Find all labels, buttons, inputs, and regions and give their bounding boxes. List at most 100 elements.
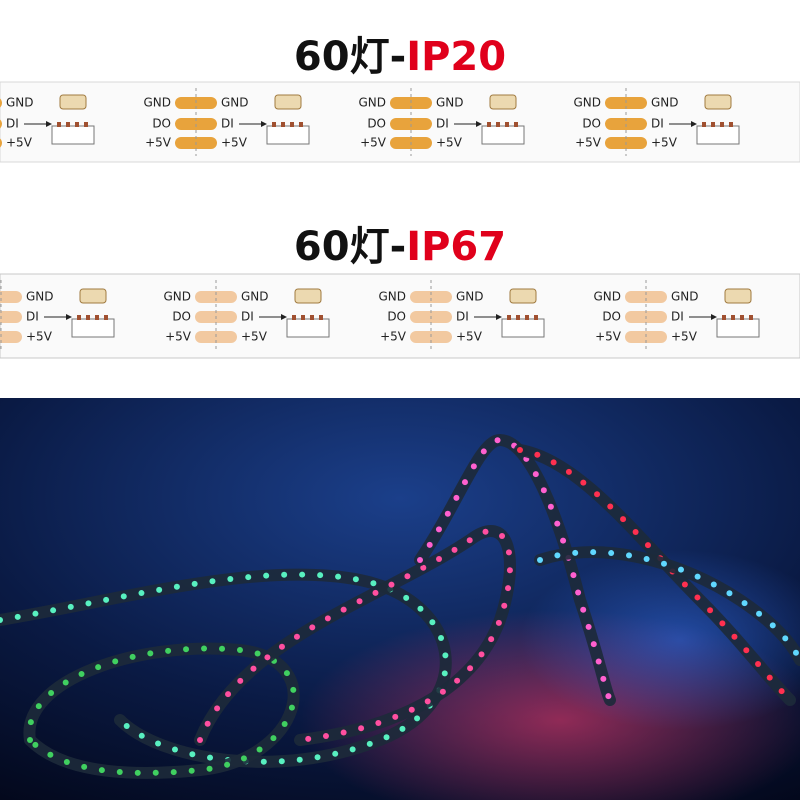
pad-label: GND: [436, 96, 464, 110]
chip-pin: [534, 315, 538, 320]
led-dot: [256, 746, 263, 753]
led-dot: [281, 571, 288, 578]
led-dot: [32, 741, 39, 748]
led-dot: [209, 578, 216, 585]
title-suffix: IP67: [406, 224, 506, 270]
led-dot: [540, 487, 547, 494]
arrow-head: [476, 121, 482, 127]
led-dot: [590, 549, 597, 556]
led-dot: [467, 665, 474, 672]
led-dot: [580, 479, 587, 486]
pad-label: DI: [456, 310, 469, 324]
led-dot: [98, 767, 105, 774]
led-dot: [537, 557, 543, 563]
led-dot: [293, 633, 300, 640]
led-dot: [250, 665, 257, 672]
led-chip: [51, 125, 95, 145]
pad-label: +5V: [165, 330, 192, 344]
led-dot: [417, 605, 424, 612]
led-dot: [580, 606, 587, 613]
led-dot: [726, 590, 733, 597]
led-dot: [296, 756, 303, 763]
resistor: [704, 94, 732, 110]
led-dot: [408, 706, 415, 713]
pad-label: +5V: [575, 136, 602, 150]
led-dot: [414, 715, 421, 722]
led-dot: [404, 573, 411, 580]
chip-pin: [84, 122, 88, 127]
resistor: [724, 288, 752, 304]
led-dot: [138, 590, 145, 597]
led-dot: [183, 646, 190, 653]
led-dot: [237, 677, 244, 684]
led-dot: [352, 576, 359, 583]
led-dot: [756, 610, 763, 617]
arrow-head: [691, 121, 697, 127]
pad-label: GND: [358, 96, 386, 110]
led-dot: [741, 600, 748, 607]
led-chip: [71, 318, 115, 338]
led-dot: [769, 622, 776, 629]
led-dot: [517, 447, 523, 453]
led-dot: [123, 722, 130, 729]
led-dot: [444, 510, 451, 517]
led-dot: [532, 471, 539, 478]
led-dot: [254, 650, 261, 657]
chip-pin: [66, 122, 70, 127]
strips: GND DO +5V GND DI +5V GND DO +5V GND DI +5V GND DO +5V…: [0, 81, 800, 359]
led-dot: [165, 647, 172, 654]
led-dot: [429, 619, 436, 626]
led-dot: [605, 693, 612, 700]
led-dot: [495, 619, 502, 626]
led-dot: [643, 556, 650, 563]
pad-label: DO: [602, 310, 621, 324]
led-dot: [63, 758, 70, 765]
pad-label: DO: [387, 310, 406, 324]
led-dot: [694, 573, 701, 580]
chip-pin: [720, 122, 724, 127]
led-chip: [266, 125, 310, 145]
title-prefix: 60灯-: [294, 224, 406, 270]
led-dot: [270, 735, 277, 742]
led-dot: [594, 491, 601, 498]
pad-label: GND: [671, 290, 699, 304]
led-dot: [314, 754, 321, 761]
led-dot: [755, 660, 762, 667]
led-dot: [171, 746, 178, 753]
led-dot: [694, 594, 701, 601]
pad-label: GND: [378, 290, 406, 304]
resistor: [509, 288, 537, 304]
led-dot: [260, 758, 267, 765]
led-dot: [453, 494, 460, 501]
chip-pin: [75, 122, 79, 127]
chip-pin: [749, 315, 753, 320]
led-dot: [191, 580, 198, 587]
led-dot: [625, 552, 632, 559]
pad-label: +5V: [456, 330, 483, 344]
led-dot: [0, 617, 3, 623]
pad-label: DI: [671, 310, 684, 324]
led-dot: [322, 733, 329, 740]
led-dot: [424, 698, 431, 705]
solder-pad: [195, 291, 237, 303]
pad-label: GND: [651, 96, 679, 110]
led-dot: [263, 572, 270, 579]
led-dot: [461, 479, 468, 486]
led-dot: [219, 645, 226, 652]
led-dot: [129, 653, 136, 660]
led-dot: [417, 557, 423, 563]
led-dot: [281, 721, 288, 728]
pad-label: +5V: [26, 330, 53, 344]
pad-label: DO: [582, 117, 601, 131]
led-dot: [189, 751, 196, 758]
chip-pin: [516, 315, 520, 320]
led-dot: [439, 688, 446, 695]
title-prefix: 60灯-: [294, 34, 406, 80]
pad-label: DI: [221, 117, 234, 131]
led-dot: [420, 564, 427, 571]
led-dot: [305, 735, 312, 742]
led-dot: [349, 746, 356, 753]
pad-label: +5V: [6, 136, 33, 150]
led-dot: [499, 532, 506, 539]
led-dot: [224, 761, 231, 768]
